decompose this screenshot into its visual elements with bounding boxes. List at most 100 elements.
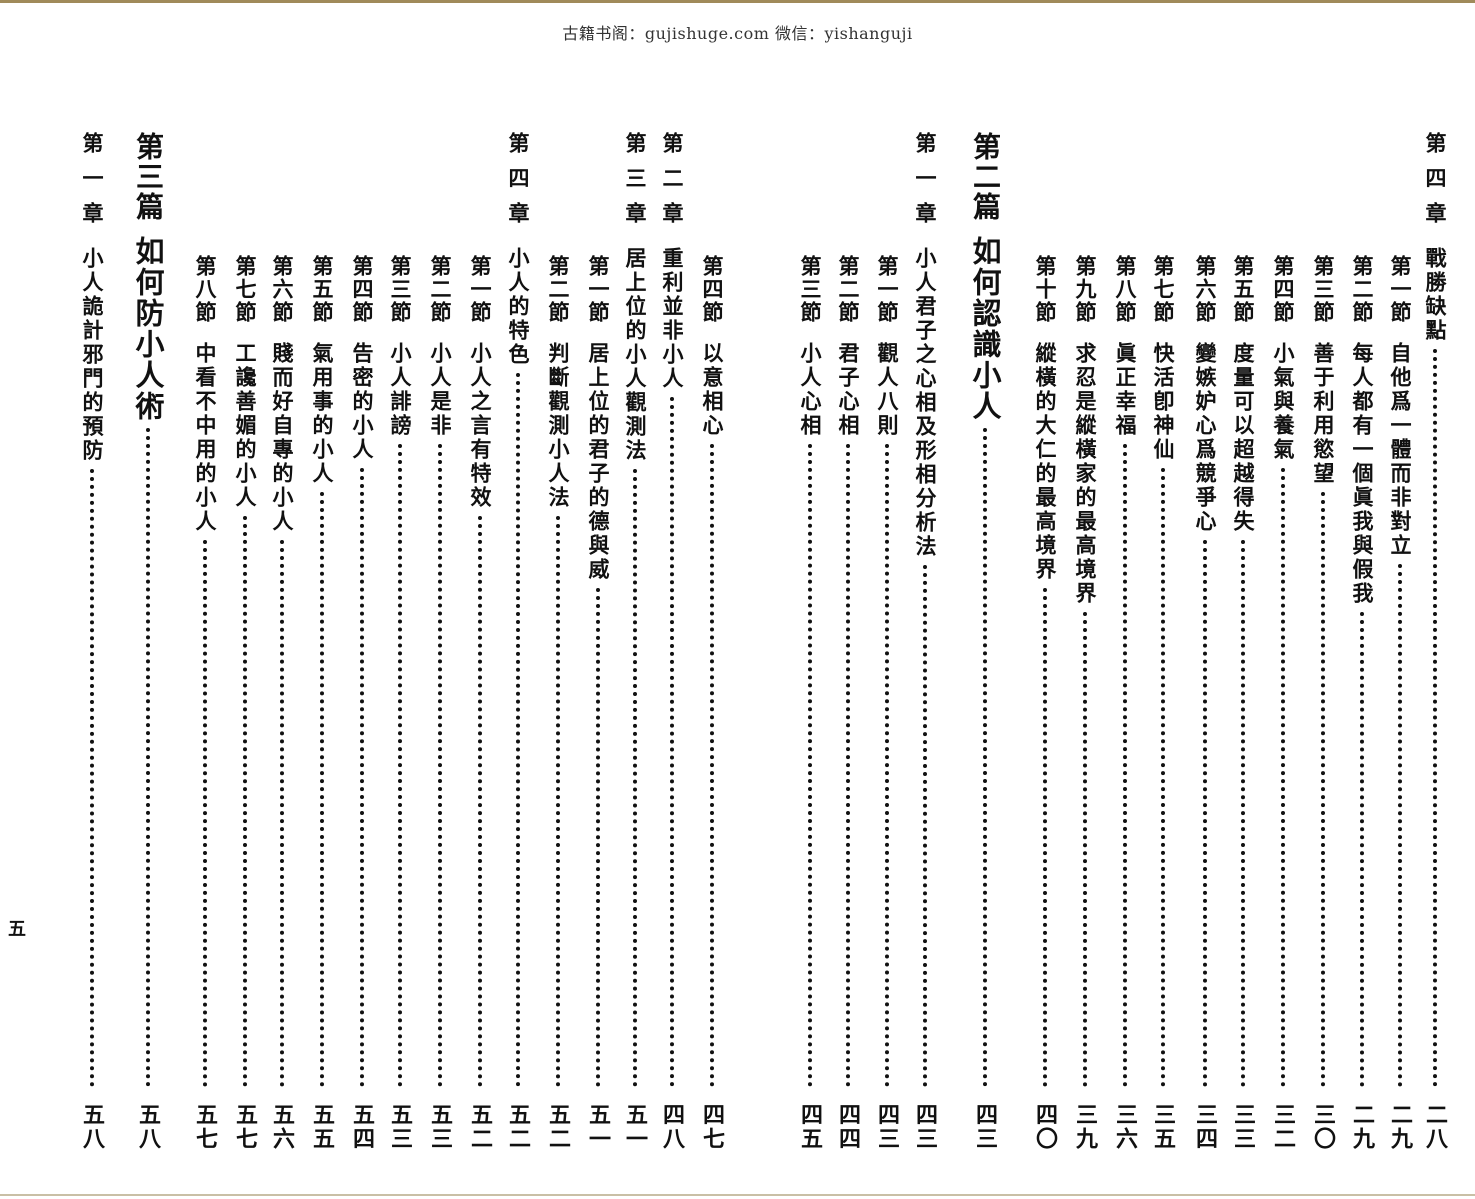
- page-number: 三〇: [1310, 1103, 1336, 1151]
- dot-leader: [146, 428, 150, 1087]
- entry-label: 第六節: [270, 255, 295, 324]
- toc-entry: 第八節 中看不中用的小人: [188, 255, 222, 1087]
- dot-leader: [1241, 540, 1245, 1087]
- toc-entry: 第十節縱橫的大仁的最高境界: [1028, 255, 1062, 1087]
- entry-title: 判斷觀測小人法: [546, 342, 571, 510]
- page-number: 三四: [1192, 1103, 1218, 1151]
- page-number: 三五: [1150, 1103, 1176, 1151]
- dot-leader: [1161, 468, 1165, 1087]
- entry-title: 變嫉妒心爲競爭心: [1193, 342, 1218, 534]
- entry-title: 自他爲一體而非對立: [1388, 342, 1413, 558]
- entry-label: 第七節: [233, 255, 258, 324]
- page-number: 四三: [874, 1103, 900, 1151]
- entry-label: 第三篇: [132, 132, 165, 222]
- toc-entry: 第三篇 如何防小人術: [131, 132, 165, 1087]
- toc-entry: 第六節變嫉妒心爲競爭心: [1188, 255, 1222, 1087]
- entry-label: 第三節: [1311, 255, 1336, 324]
- page-number: 五四: [349, 1103, 375, 1151]
- entry-label: 第二節: [1350, 255, 1375, 324]
- toc-entry: 第一章 小人君子之心相及形相分析法: [908, 132, 942, 1087]
- entry-title: 如何認識小人: [968, 236, 1002, 422]
- page-number: 五二: [505, 1103, 531, 1151]
- dot-leader: [596, 588, 600, 1087]
- dot-leader: [1321, 492, 1325, 1087]
- dot-leader: [243, 516, 247, 1087]
- dot-leader: [633, 469, 637, 1087]
- entry-title: 氣用事的小人: [310, 342, 335, 486]
- entry-title: 小氣與養氣: [1271, 342, 1296, 462]
- folio: 五: [8, 919, 26, 940]
- entry-title: 小人的特色: [506, 247, 531, 367]
- entry-title: 中看不中用的小人: [193, 342, 218, 534]
- toc-entry: 第四章 戰勝缺點: [1418, 132, 1452, 1087]
- toc-entry: 第一節 居上位的君子的德與威: [581, 255, 615, 1087]
- dot-leader: [556, 516, 560, 1087]
- toc-entry: 第九節求忍是縱橫家的最高境界: [1068, 255, 1102, 1087]
- toc-entry: 第一節 自他爲一體而非對立: [1383, 255, 1417, 1087]
- dot-leader: [1433, 349, 1437, 1087]
- dot-leader: [398, 444, 402, 1087]
- entry-title: 告密的小人: [350, 342, 375, 462]
- entry-title: 以意相心: [700, 342, 725, 438]
- toc-entry: 第三節 善于利用慾望: [1306, 255, 1340, 1087]
- page-number: 五八: [79, 1103, 105, 1151]
- entry-title: 如何防小人術: [131, 236, 165, 422]
- entry-label: 第二節: [428, 255, 453, 324]
- page-number: 二九: [1349, 1103, 1375, 1151]
- page-number: 四七: [699, 1103, 725, 1151]
- entry-title: 求忍是縱橫家的最高境界: [1073, 342, 1098, 606]
- dot-leader: [846, 444, 850, 1087]
- entry-label: 第三節: [798, 255, 823, 324]
- entry-label: 第一章: [913, 132, 938, 237]
- page-number: 四八: [659, 1103, 685, 1151]
- page-number: 五七: [192, 1103, 218, 1151]
- page-number: 五三: [427, 1103, 453, 1151]
- page-number: 五一: [622, 1103, 648, 1151]
- entry-label: 第一節: [875, 255, 900, 324]
- entry-title: 眞正幸福: [1113, 342, 1138, 438]
- entry-label: 第三節: [388, 255, 413, 324]
- dot-leader: [1360, 612, 1364, 1087]
- entry-label: 第十節: [1033, 255, 1058, 324]
- entry-label: 第一章: [80, 132, 105, 237]
- page-number: 五八: [135, 1103, 161, 1151]
- entry-title: 工讒善媚的小人: [233, 342, 258, 510]
- entry-label: 第九節: [1073, 255, 1098, 324]
- entry-label: 第二節: [836, 255, 861, 324]
- page-number: 三三: [1230, 1103, 1256, 1151]
- entry-title: 戰勝缺點: [1423, 247, 1448, 343]
- entry-label: 第五節: [1231, 255, 1256, 324]
- page-number: 四〇: [1032, 1103, 1058, 1151]
- page-number: 五二: [467, 1103, 493, 1151]
- dot-leader: [1281, 468, 1285, 1087]
- toc-entry: 第五節 度量可以超越得失: [1226, 255, 1260, 1087]
- page-number: 四五: [797, 1103, 823, 1151]
- dot-leader: [983, 428, 987, 1087]
- page-number: 五一: [585, 1103, 611, 1151]
- entry-title: 每人都有一個眞我與假我: [1350, 342, 1375, 606]
- toc-entry: 第一章 小人詭計邪門的預防: [75, 132, 109, 1087]
- page-number: 三二: [1270, 1103, 1296, 1151]
- entry-title: 小人是非: [428, 342, 453, 438]
- toc-entry: 第三章 居上位的小人觀測法: [618, 132, 652, 1087]
- top-border: [0, 0, 1475, 3]
- entry-label: 第六節: [1193, 255, 1218, 324]
- entry-title: 君子心相: [836, 342, 861, 438]
- toc-entry: 第三節 小人心相: [793, 255, 827, 1087]
- entry-label: 第七節: [1151, 255, 1176, 324]
- page-number: 三六: [1112, 1103, 1138, 1151]
- entry-title: 重利並非小人: [660, 247, 685, 391]
- page-number: 五三: [387, 1103, 413, 1151]
- page-number: 四三: [972, 1103, 998, 1151]
- watermark: 古籍书阁：gujishuge.com 微信：yishanguji: [562, 24, 913, 43]
- toc-entry: 第一節 觀人八則: [870, 255, 904, 1087]
- dot-leader: [438, 444, 442, 1087]
- dot-leader: [320, 492, 324, 1087]
- dot-leader: [670, 397, 674, 1087]
- dot-leader: [360, 468, 364, 1087]
- bottom-border: [0, 1194, 1475, 1196]
- entry-title: 居上位的君子的德與威: [586, 342, 611, 582]
- dot-leader: [1043, 588, 1047, 1087]
- entry-title: 縱橫的大仁的最高境界: [1033, 342, 1058, 582]
- entry-label: 第二章: [660, 132, 685, 237]
